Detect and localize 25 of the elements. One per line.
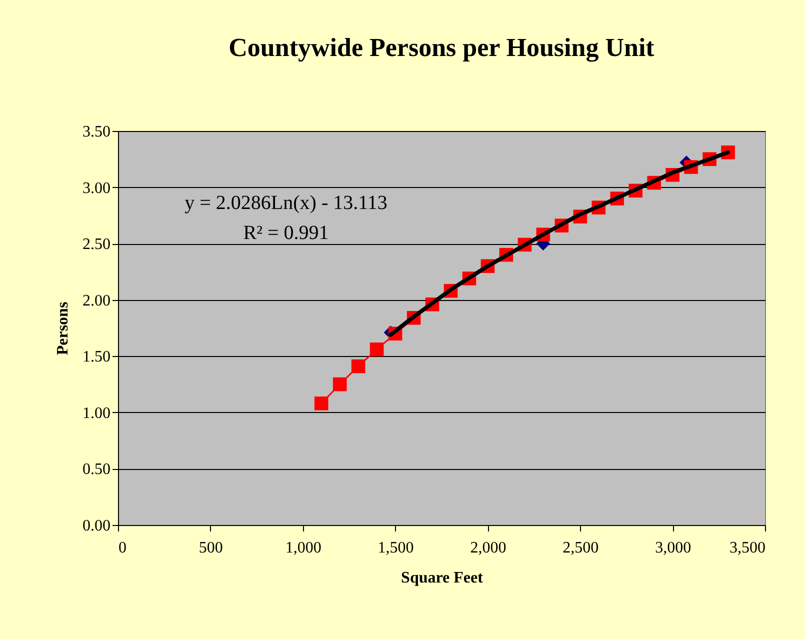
x-tick-label: 500 [198,540,223,556]
annotation: R² = 0.991 [243,222,329,244]
y-tick-label: 3.50 [82,124,110,140]
y-tick-label: 3.00 [82,180,110,197]
y-axis-title: Persons [54,302,72,356]
y-tick-label: 1.50 [82,348,110,366]
x-tick-label: 0 [118,540,126,556]
y-tick-label: 1.00 [82,404,110,422]
x-tick-label: 3,000 [655,540,692,556]
y-tick-label: 2.50 [82,236,110,254]
x-tick-label: 2,500 [562,540,599,556]
y-tick-label: 0.50 [82,461,110,478]
x-tick-label: 3,500 [730,540,766,556]
chart-title: Countywide Persons per Housing Unit [228,33,655,62]
y-tick-label: 0.00 [82,518,110,534]
point [332,377,347,392]
point [351,359,366,374]
point [314,396,328,410]
x-tick-label: 1,000 [285,540,322,556]
x-tick-label: 2,000 [470,540,506,556]
annotation: y = 2.0286Ln(x) - 13.113 [184,192,388,214]
x-axis-title: Square Feet [401,570,484,586]
x-tick-label: 1,500 [378,540,414,556]
point [370,342,384,356]
y-tick-label: 2.00 [82,292,110,310]
